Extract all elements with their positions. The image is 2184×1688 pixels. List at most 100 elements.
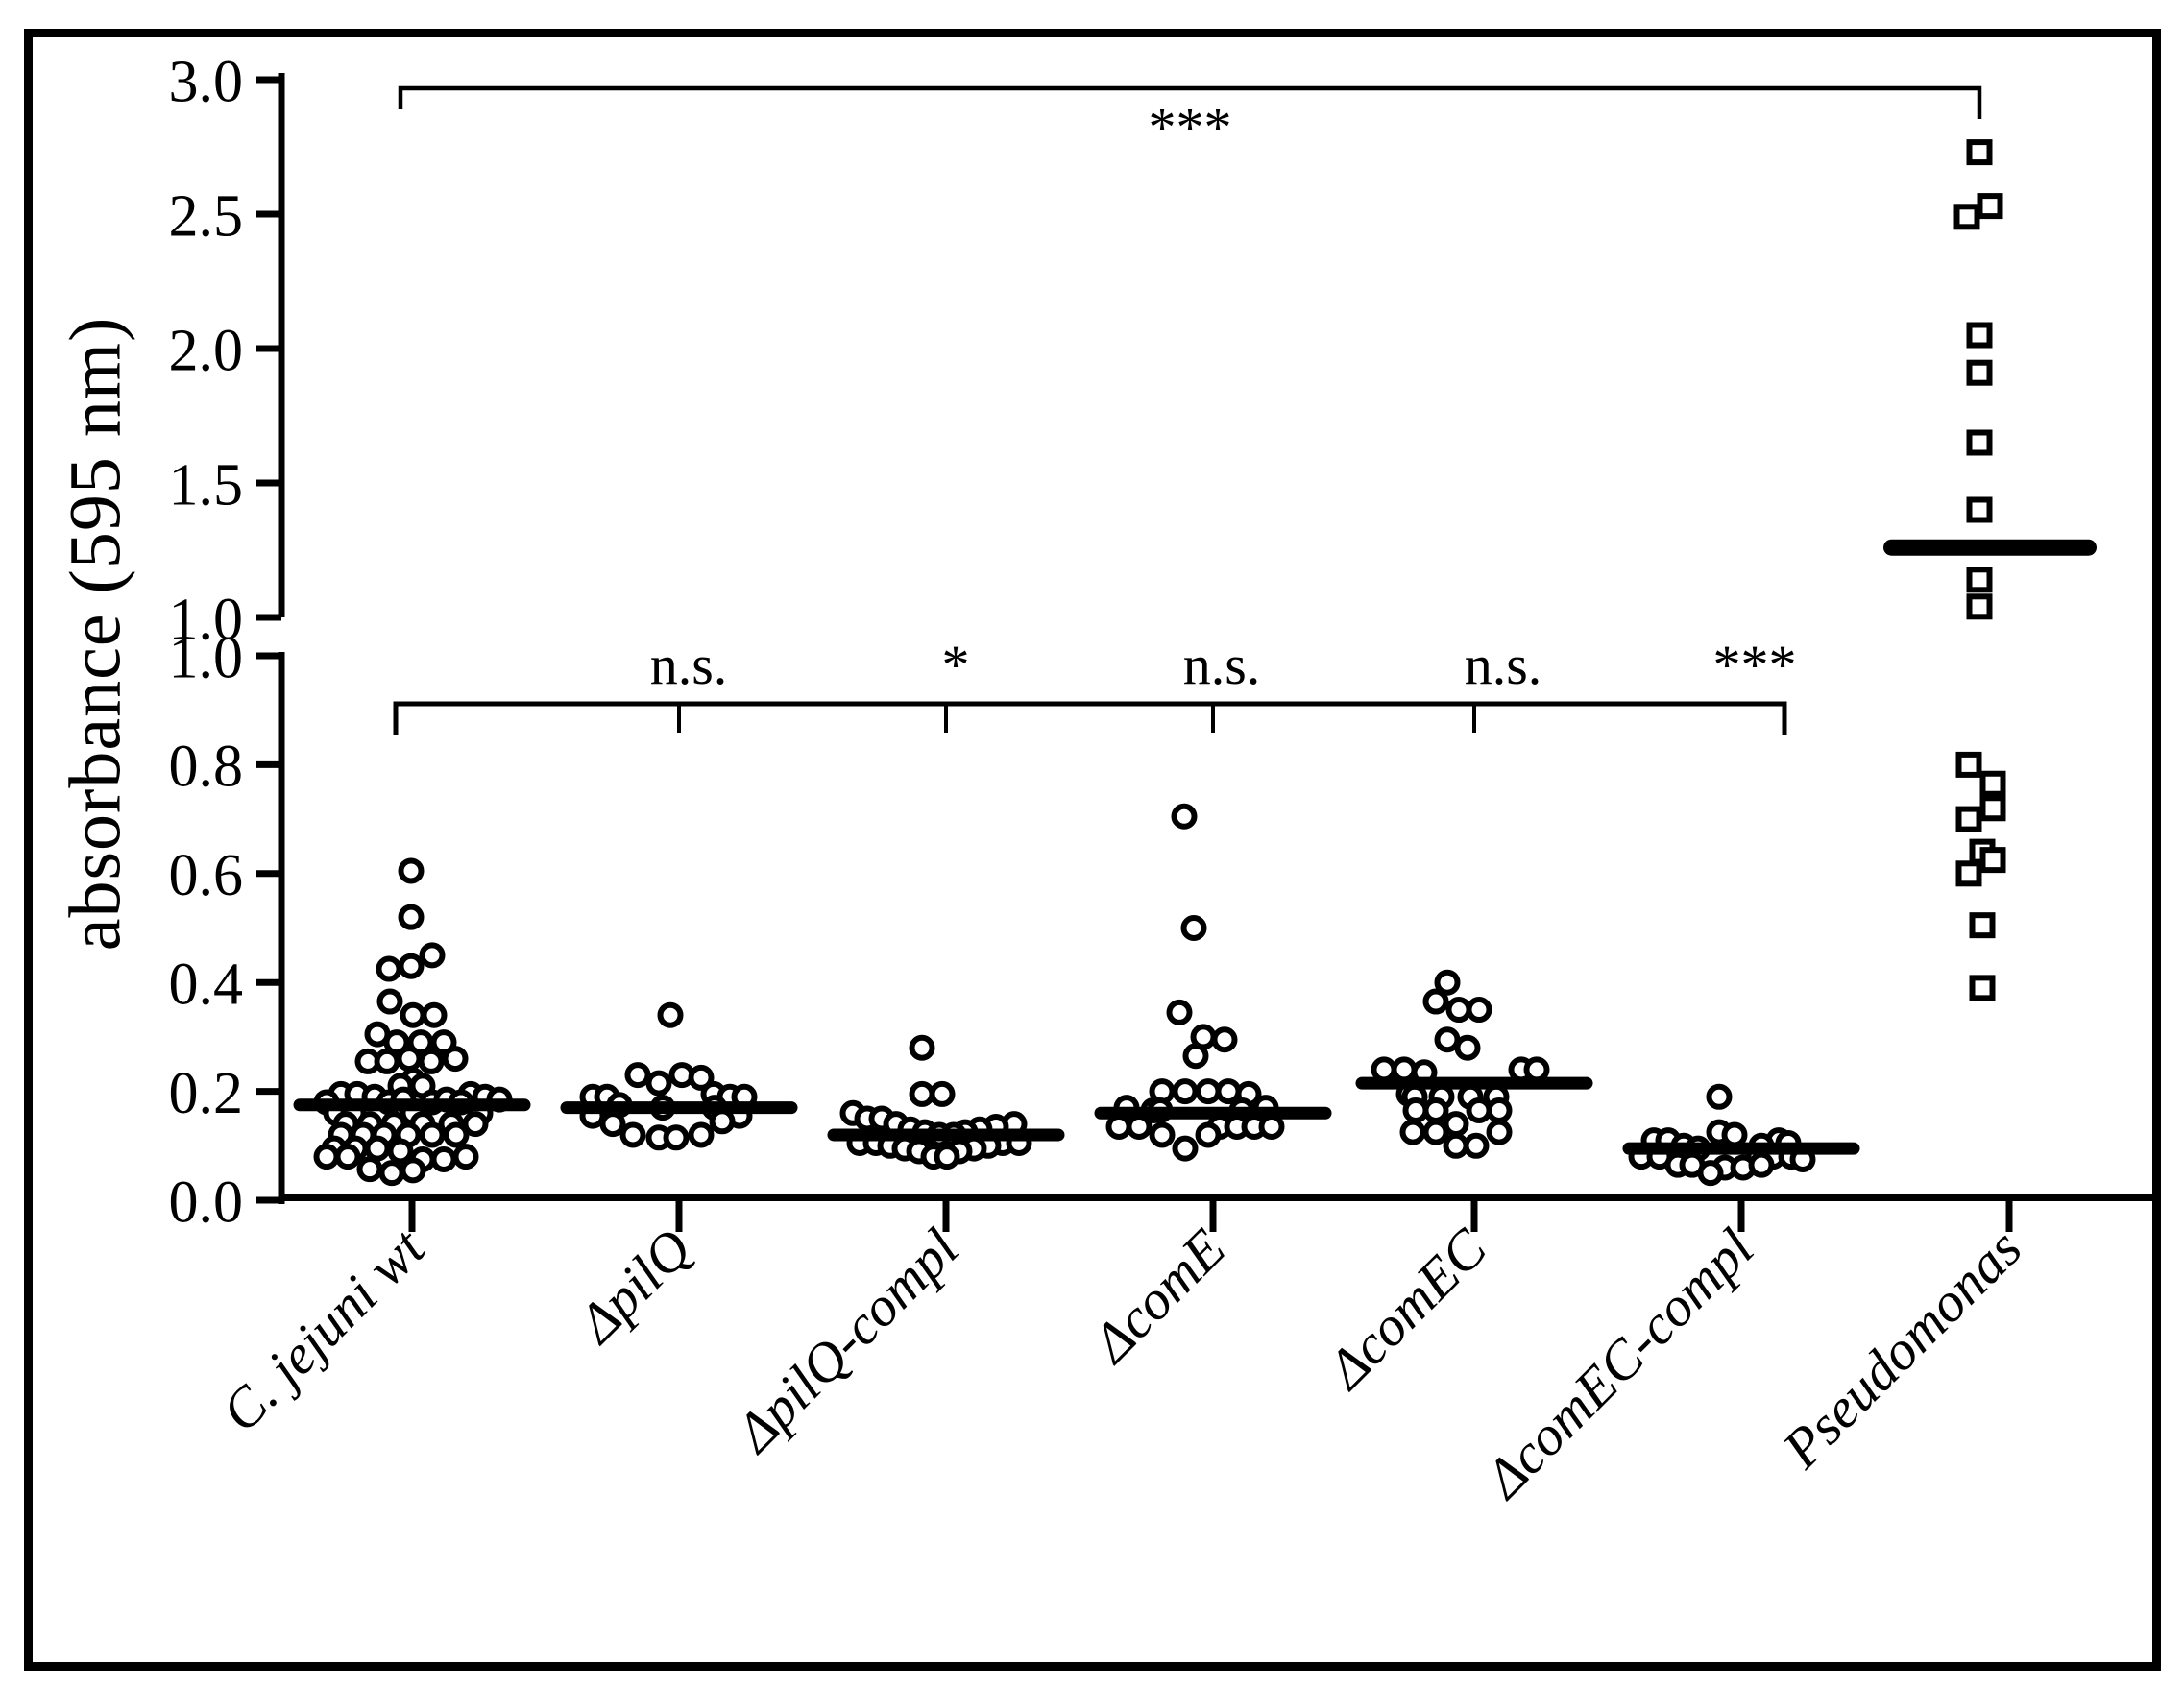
data-point-circle xyxy=(378,1160,405,1187)
significance-label: n.s. xyxy=(1183,634,1261,696)
data-point-square xyxy=(1979,847,2006,874)
data-point-square xyxy=(1966,139,1993,166)
data-point-square xyxy=(1966,593,1993,620)
data-point-circle xyxy=(1402,1097,1429,1123)
significance-label: * xyxy=(942,634,970,696)
data-point-circle xyxy=(419,1121,446,1148)
data-point-circle xyxy=(1172,1135,1199,1162)
data-point-circle xyxy=(421,1001,448,1028)
data-point-circle xyxy=(383,1029,410,1056)
data-point-circle xyxy=(1422,1119,1449,1145)
data-point-circle xyxy=(374,1048,400,1074)
data-point-circle xyxy=(619,1121,646,1148)
data-point-circle xyxy=(934,1144,960,1170)
data-point-circle xyxy=(1258,1113,1285,1140)
data-point-square xyxy=(1977,193,2003,220)
data-point-circle xyxy=(313,1144,340,1170)
data-point-circle xyxy=(430,1145,457,1172)
data-point-circle xyxy=(1434,1026,1461,1053)
data-point-circle xyxy=(1434,969,1461,996)
data-point-circle xyxy=(334,1144,361,1170)
y-tick-label: 0.6 xyxy=(169,843,244,908)
figure-frame xyxy=(24,29,2161,1671)
x-axis-group-label: ΔcomE xyxy=(1079,1217,1237,1375)
data-point-circle xyxy=(1391,1056,1418,1083)
y-tick-label: 0.4 xyxy=(169,953,244,1018)
data-point-square xyxy=(1955,860,1982,887)
data-point-square xyxy=(1979,770,2006,797)
data-point-circle xyxy=(442,1046,469,1073)
data-point-circle xyxy=(1486,1119,1513,1145)
data-point-circle xyxy=(419,942,446,969)
data-point-circle xyxy=(663,1124,690,1151)
data-point-square xyxy=(1966,359,1993,386)
data-point-circle xyxy=(624,1062,651,1089)
x-axis-group-label: ΔcomEC xyxy=(1314,1216,1499,1401)
data-point-circle xyxy=(1399,1119,1426,1145)
data-point-circle xyxy=(1171,803,1198,830)
data-point-circle xyxy=(452,1144,479,1170)
x-axis-group-label: C. jejuni wt xyxy=(209,1216,438,1444)
top-significance-bracket xyxy=(398,85,1982,119)
data-point-circle xyxy=(1195,1078,1222,1105)
data-point-circle xyxy=(376,988,403,1015)
significance-label: *** xyxy=(1713,634,1797,696)
data-point-square xyxy=(1955,751,1982,778)
data-point-circle xyxy=(929,1080,956,1107)
data-point-circle xyxy=(688,1064,715,1091)
y-tick-label: 1.0 xyxy=(169,625,244,690)
data-point-circle xyxy=(657,1001,684,1028)
data-point-circle xyxy=(1443,1111,1469,1138)
x-axis-group-label: ΔcomEC-compl xyxy=(1471,1217,1765,1510)
y-tick-label: 0.8 xyxy=(169,735,244,800)
y-tick-label: 3.0 xyxy=(169,49,244,114)
y-tick-label: 2.0 xyxy=(169,318,244,383)
data-point-circle xyxy=(1454,1034,1481,1061)
data-point-circle xyxy=(1748,1151,1775,1178)
data-point-circle xyxy=(1182,1043,1209,1070)
data-point-square xyxy=(1966,567,1993,593)
data-point-circle xyxy=(909,1080,935,1107)
data-point-circle xyxy=(1463,1132,1490,1159)
data-point-circle xyxy=(400,1001,426,1028)
data-point-square xyxy=(1979,795,2006,822)
data-point-circle xyxy=(1443,1132,1469,1159)
data-point-circle xyxy=(1195,1121,1222,1148)
data-point-circle xyxy=(1523,1056,1550,1083)
significance-label: n.s. xyxy=(1465,634,1542,696)
data-point-circle xyxy=(909,1034,935,1061)
data-point-circle xyxy=(1126,1113,1153,1140)
data-point-circle xyxy=(1105,1113,1132,1140)
data-point-circle xyxy=(1721,1121,1748,1148)
data-point-circle xyxy=(396,1046,423,1073)
data-point-circle xyxy=(398,904,425,930)
data-point-circle xyxy=(1486,1097,1513,1123)
data-point-square xyxy=(1953,204,1980,230)
data-point-circle xyxy=(1166,999,1193,1025)
data-point-circle xyxy=(1180,915,1207,941)
data-point-circle xyxy=(1371,1056,1397,1083)
top-significance-label: *** xyxy=(1149,96,1232,158)
data-point-circle xyxy=(688,1121,715,1148)
data-point-circle xyxy=(418,1048,445,1074)
data-point-circle xyxy=(1211,1026,1238,1053)
data-point-circle xyxy=(1706,1083,1733,1110)
data-point-circle xyxy=(398,857,425,884)
data-point-circle xyxy=(1172,1078,1199,1105)
data-point-circle xyxy=(1697,1160,1724,1187)
data-point-circle xyxy=(1215,1078,1242,1105)
data-point-square xyxy=(1966,496,1993,523)
data-point-circle xyxy=(376,955,402,982)
data-point-square xyxy=(1955,806,1982,832)
data-point-circle xyxy=(709,1108,736,1135)
significance-label: n.s. xyxy=(650,634,728,696)
y-tick-label: 1.0 xyxy=(169,587,244,652)
data-point-square xyxy=(1969,975,1996,1001)
data-point-circle xyxy=(1466,997,1492,1024)
lower-significance-bracket xyxy=(393,701,1787,735)
data-point-circle xyxy=(443,1121,470,1148)
data-point-circle xyxy=(1422,988,1449,1015)
data-point-circle xyxy=(462,1111,489,1138)
data-point-square xyxy=(1966,429,1993,456)
data-point-circle xyxy=(387,1138,414,1165)
